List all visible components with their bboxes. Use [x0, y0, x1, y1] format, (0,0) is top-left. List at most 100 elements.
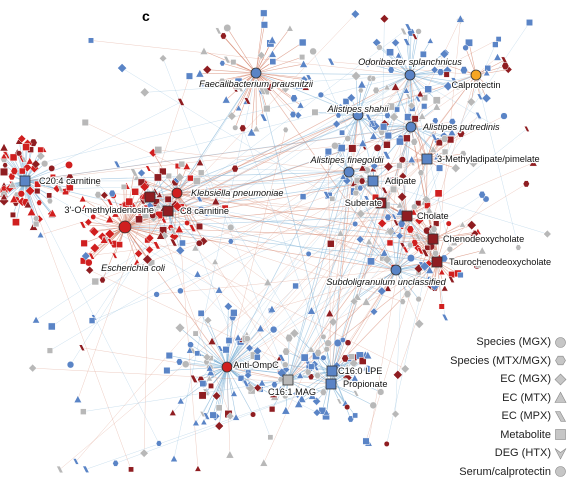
- network-node: [369, 401, 377, 410]
- network-node: [53, 177, 63, 186]
- legend-label: EC (MPX): [501, 410, 552, 423]
- network-node: [245, 344, 254, 353]
- network-node: [72, 458, 80, 465]
- network-node: [404, 23, 413, 31]
- legend-label: Metabolite: [500, 428, 551, 441]
- network-node: [440, 254, 449, 263]
- network-node: [311, 108, 319, 116]
- network-node: [236, 85, 244, 92]
- network-edge: [409, 74, 498, 128]
- network-node: [21, 156, 28, 163]
- network-node: [324, 148, 332, 156]
- network-edge: [176, 192, 216, 202]
- network-node: [376, 276, 386, 285]
- network-node: [429, 281, 440, 292]
- network-node: [363, 59, 373, 68]
- network-node: [419, 50, 427, 58]
- network-node: [202, 352, 212, 362]
- network-node: [184, 204, 194, 214]
- network-node: [348, 353, 355, 360]
- network-node: [458, 220, 467, 228]
- network-node: [199, 46, 209, 55]
- network-edge: [176, 191, 220, 194]
- network-node: [176, 396, 185, 405]
- network-edge: [413, 117, 428, 160]
- network-node: [139, 87, 150, 98]
- hub-node-ecoli: [118, 220, 132, 234]
- network-edge: [251, 72, 257, 133]
- network-edge: [409, 32, 412, 76]
- network-edge: [386, 238, 434, 444]
- network-node: [242, 379, 250, 388]
- network-node: [465, 38, 473, 47]
- network-node: [361, 296, 371, 306]
- network-node: [36, 231, 45, 238]
- hub-node-adipate: [367, 175, 379, 187]
- network-node: [256, 323, 265, 332]
- network-node: [297, 393, 307, 403]
- network-node: [349, 297, 359, 306]
- network-node: [400, 27, 408, 35]
- hub-label-c8: C8 carnitine: [180, 206, 229, 216]
- network-edge: [395, 42, 411, 76]
- network-node: [230, 309, 238, 317]
- network-node: [322, 408, 331, 416]
- network-node: [414, 95, 422, 102]
- network-node: [267, 434, 274, 441]
- network-node: [370, 75, 377, 82]
- legend-item-ec-mtx: EC (MTX): [425, 389, 567, 408]
- network-node: [372, 193, 379, 201]
- network-node: [223, 24, 232, 32]
- network-node: [212, 391, 222, 401]
- network-node: [250, 411, 257, 418]
- network-node: [301, 83, 310, 91]
- hub-node-tauro: [431, 256, 443, 268]
- network-node: [336, 228, 345, 237]
- network-node: [382, 254, 392, 265]
- network-node: [282, 392, 289, 400]
- network-node: [493, 52, 502, 61]
- network-node: [187, 174, 194, 182]
- network-node: [352, 412, 359, 419]
- network-node: [424, 244, 431, 251]
- network-node: [411, 33, 419, 40]
- network-node: [211, 257, 219, 265]
- network-node: [178, 160, 186, 168]
- hub-label-tauro: Taurochenodeoxycholate: [449, 257, 551, 267]
- network-node: [17, 134, 27, 144]
- network-node: [168, 408, 177, 416]
- network-node: [170, 454, 178, 463]
- network-node: [90, 214, 97, 220]
- network-node: [357, 382, 364, 389]
- network-node: [379, 123, 388, 131]
- network-node: [197, 206, 205, 214]
- network-edge: [226, 183, 527, 368]
- network-edge: [365, 74, 477, 442]
- network-edge: [226, 366, 229, 415]
- network-node: [383, 161, 394, 172]
- network-edge: [409, 74, 437, 101]
- network-node: [329, 195, 336, 202]
- network-node: [299, 75, 309, 84]
- network-node: [223, 56, 231, 64]
- legend-item-species-mgx: Species (MGX): [425, 333, 567, 352]
- circle-icon: [555, 336, 566, 348]
- network-node: [415, 296, 422, 303]
- network-edge: [331, 171, 350, 372]
- network-node: [481, 93, 492, 104]
- network-edge: [375, 74, 411, 91]
- network-edge: [357, 114, 382, 204]
- legend-item-serum: Serum/calprotectin: [425, 463, 567, 482]
- network-node: [88, 37, 94, 44]
- network-node: [0, 152, 8, 160]
- network-node: [415, 28, 422, 35]
- network-node: [214, 27, 222, 35]
- network-node: [365, 237, 373, 245]
- hub-label-putred: Alistipes putredinis: [422, 122, 500, 132]
- network-node: [357, 87, 364, 94]
- network-edge: [149, 114, 359, 198]
- network-node: [33, 215, 40, 222]
- network-edge: [436, 198, 487, 263]
- network-edge: [311, 180, 374, 311]
- network-edge: [242, 128, 333, 372]
